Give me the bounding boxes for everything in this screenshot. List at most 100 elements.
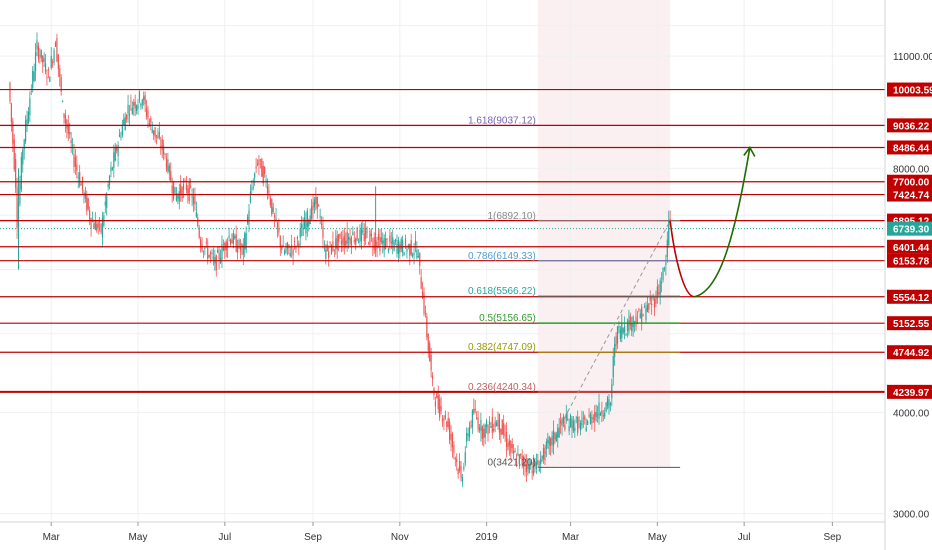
- candle-body: [615, 336, 617, 346]
- candle-body: [421, 291, 424, 299]
- candle-body: [221, 243, 223, 260]
- candle-body: [414, 240, 417, 245]
- candle-body: [456, 459, 458, 463]
- price-badge: [887, 187, 932, 202]
- candle-body: [473, 408, 475, 414]
- candle-body: [292, 249, 294, 256]
- candle-body: [195, 211, 197, 217]
- candle-body: [20, 156, 22, 190]
- candle-body: [279, 236, 281, 247]
- candle-body: [440, 405, 442, 412]
- candle-body: [303, 217, 306, 229]
- candle-body: [588, 415, 590, 417]
- candle-body: [564, 424, 566, 430]
- candle-body: [107, 184, 109, 187]
- candle-body: [642, 315, 644, 317]
- candle-body: [228, 235, 230, 238]
- candle-body: [547, 440, 549, 444]
- candle-body: [258, 159, 260, 165]
- candle-body: [340, 240, 343, 245]
- candle-body: [515, 462, 518, 464]
- candle-body: [84, 192, 86, 199]
- candle-body: [669, 218, 671, 221]
- candle-body: [308, 220, 310, 227]
- candle-body: [209, 252, 212, 255]
- candle-body: [318, 204, 320, 207]
- candle-body: [585, 427, 587, 432]
- candle-body: [160, 146, 162, 148]
- candle-body: [416, 249, 418, 258]
- candle-body: [239, 247, 242, 251]
- candle-body: [417, 255, 419, 258]
- candle-body: [450, 433, 452, 441]
- candle-body: [484, 424, 486, 438]
- candle-body: [458, 461, 461, 471]
- candle-body: [322, 226, 324, 238]
- candle-body: [251, 188, 253, 190]
- candle-body: [215, 255, 217, 270]
- candle-body: [70, 140, 72, 144]
- candle-body: [71, 144, 74, 146]
- candle-body: [383, 237, 385, 251]
- candle-body: [62, 101, 64, 103]
- candle-body: [582, 417, 584, 419]
- candle-body: [659, 280, 661, 296]
- candle-body: [602, 415, 604, 417]
- candle-body: [143, 96, 145, 101]
- candle-body: [174, 187, 176, 194]
- candle-body: [167, 159, 169, 172]
- candle-body: [521, 455, 523, 465]
- candle-body: [73, 154, 75, 168]
- candle-body: [81, 176, 84, 190]
- projection-down-path: [669, 220, 695, 298]
- candle-body: [40, 49, 42, 59]
- candle-body: [320, 223, 323, 226]
- candle-body: [635, 316, 637, 327]
- candle-body: [208, 255, 210, 258]
- candle-body: [190, 186, 192, 188]
- candle-body: [655, 298, 657, 304]
- candle-body: [319, 216, 321, 218]
- candle-body: [238, 240, 240, 248]
- candle-body: [266, 186, 269, 195]
- candle-body: [77, 177, 79, 179]
- candle-body: [104, 201, 106, 206]
- candle-body: [170, 171, 172, 181]
- candle-body: [625, 334, 627, 336]
- candle-body: [370, 233, 372, 237]
- candle-body: [612, 356, 614, 378]
- candle-body: [153, 130, 155, 136]
- x-tick-label: Jul: [738, 532, 751, 543]
- candle-body: [130, 100, 132, 102]
- candle-body: [621, 323, 623, 339]
- candle-body: [328, 251, 330, 258]
- candle-body: [460, 465, 462, 478]
- candle-body: [316, 196, 318, 209]
- candle-body: [27, 111, 30, 124]
- candle-body: [338, 234, 340, 243]
- candle-body: [486, 420, 488, 427]
- candle-body: [89, 210, 91, 220]
- candle-body: [431, 376, 434, 379]
- candle-body: [461, 476, 464, 482]
- candle-body: [175, 193, 178, 201]
- candle-body: [663, 267, 666, 269]
- candle-body: [377, 233, 380, 241]
- candle-body: [481, 426, 483, 439]
- candle-body: [520, 453, 522, 456]
- candle-body: [478, 427, 481, 431]
- candle-body: [427, 333, 429, 351]
- x-tick-label: Mar: [562, 532, 580, 543]
- candle-body: [36, 40, 38, 50]
- candle-body: [148, 122, 150, 125]
- candle-body: [527, 459, 529, 470]
- candle-body: [12, 120, 14, 144]
- candle-body: [376, 241, 378, 249]
- candle-body: [399, 244, 401, 253]
- candle-body: [53, 50, 55, 63]
- candle-body: [495, 422, 498, 427]
- candle-body: [187, 188, 189, 194]
- candle-body: [100, 223, 102, 233]
- candle-body: [513, 450, 515, 454]
